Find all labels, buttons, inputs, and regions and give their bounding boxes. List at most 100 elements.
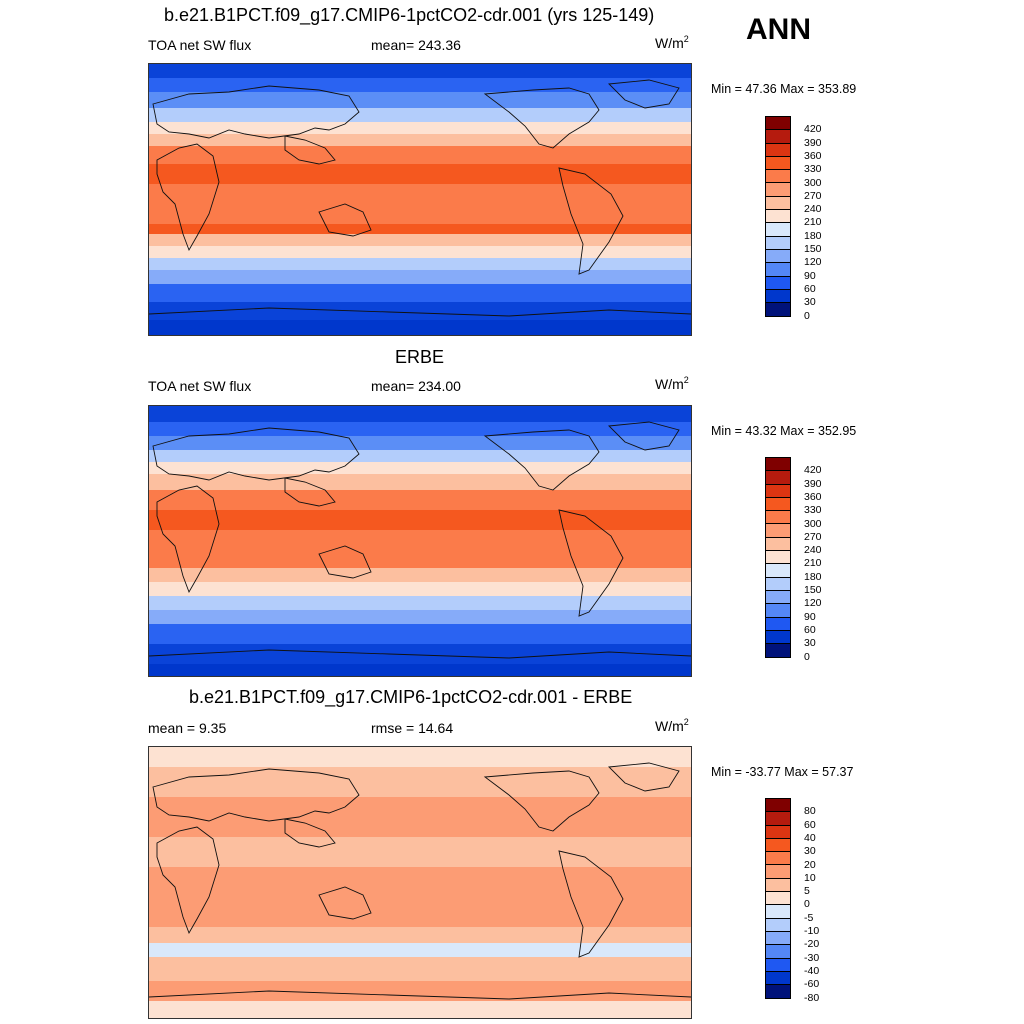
colorbar-swatch [766, 838, 790, 853]
colorbar-tick-label: -80 [804, 991, 820, 1004]
contour-band [149, 644, 691, 664]
coastline [284, 818, 336, 848]
colorbar-swatch [766, 852, 790, 866]
colorbar-swatch [766, 551, 790, 565]
colorbar-tick-label: 0 [804, 898, 810, 911]
contour-band [149, 943, 691, 957]
panel3-units: W/m2 [655, 717, 689, 734]
contour-band [149, 981, 691, 1001]
colorbar-tick-label: 300 [804, 176, 822, 189]
contour-band [149, 747, 691, 767]
contour-band [149, 624, 691, 644]
colorbar-swatch [766, 945, 790, 959]
colorbar-tick-label: 0 [804, 650, 810, 663]
colorbar-swatch [766, 931, 790, 946]
panel1-variable-label: TOA net SW flux [148, 37, 252, 53]
contour-band [149, 474, 691, 490]
colorbar-swatch [766, 590, 790, 605]
panel3-colorbar [765, 798, 791, 1000]
colorbar-tick-label: 390 [804, 136, 822, 149]
contour-band [149, 530, 691, 568]
contour-band [149, 146, 691, 164]
contour-band [149, 406, 691, 422]
colorbar-tick-label: 60 [804, 818, 816, 831]
contour-band [149, 927, 691, 943]
contour-band [149, 134, 691, 146]
coastline [483, 87, 600, 149]
contour-band [149, 122, 691, 134]
colorbar-tick-label: 60 [804, 282, 816, 295]
colorbar-tick-label: 420 [804, 464, 822, 477]
colorbar-tick-label: 30 [804, 637, 816, 650]
coastline [608, 421, 680, 451]
coastline [608, 762, 680, 792]
panel3-min-max: Min = -33.77 Max = 57.37 [711, 765, 854, 779]
contour-band [149, 422, 691, 436]
colorbar-tick-label: 120 [804, 597, 822, 610]
contour-band [149, 568, 691, 582]
colorbar-swatch [766, 985, 790, 999]
coastline [483, 770, 600, 832]
panel2-min-max: Min = 43.32 Max = 352.95 [711, 424, 857, 438]
colorbar-tick-label: 10 [804, 871, 816, 884]
colorbar-tick-label: 60 [804, 623, 816, 636]
contour-band [149, 92, 691, 108]
colorbar-tick-label: 20 [804, 858, 816, 871]
colorbar-tick-label: 40 [804, 831, 816, 844]
colorbar-tick-label: 90 [804, 610, 816, 623]
colorbar-swatch [766, 537, 790, 552]
contour-band [149, 184, 691, 224]
coastline [156, 826, 220, 935]
colorbar-swatch [766, 524, 790, 538]
contour-band [149, 462, 691, 474]
coastline [149, 990, 691, 1000]
coastline [152, 768, 360, 822]
panel2-mean-label: mean= 234.00 [371, 378, 461, 394]
contour-band [149, 108, 691, 122]
colorbar-tick-label: 240 [804, 203, 822, 216]
colorbar-tick-label: 80 [804, 805, 816, 818]
panel3-map-canvas [149, 747, 691, 1018]
colorbar-swatch [766, 825, 790, 839]
colorbar-tick-label: 5 [804, 885, 810, 898]
colorbar-tick-label: -30 [804, 951, 820, 964]
contour-band [149, 64, 691, 78]
contour-band [149, 797, 691, 837]
contour-band [149, 767, 691, 797]
colorbar-tick-label: -10 [804, 925, 820, 937]
season-label: ANN [746, 13, 811, 46]
colorbar-tick-label: 300 [804, 517, 822, 530]
panel3-map [148, 746, 692, 1019]
contour-band [149, 596, 691, 610]
contour-band [149, 610, 691, 624]
contour-band [149, 490, 691, 510]
contour-band [149, 957, 691, 981]
contour-band [149, 270, 691, 284]
contour-band [149, 320, 691, 335]
colorbar-swatch [766, 918, 790, 932]
panel1-map-canvas [149, 64, 691, 335]
panel2-units: W/m2 [655, 375, 689, 392]
colorbar-swatch [766, 130, 790, 144]
colorbar-tick-label: 180 [804, 570, 822, 583]
colorbar-tick-label: 150 [804, 584, 822, 596]
contour-band [149, 867, 691, 927]
colorbar-swatch [766, 223, 790, 237]
panel2-title: ERBE [395, 347, 445, 367]
colorbar-swatch [766, 170, 790, 184]
colorbar-tick-label: 330 [804, 504, 822, 517]
colorbar-swatch [766, 564, 790, 578]
coastline [156, 485, 220, 594]
coastline [152, 427, 360, 481]
colorbar-swatch [766, 892, 790, 906]
colorbar-swatch [766, 971, 790, 986]
colorbar-swatch [766, 263, 790, 277]
coastline [318, 203, 372, 237]
colorbar-tick-label: 120 [804, 256, 822, 269]
colorbar-swatch [766, 117, 790, 131]
contour-band [149, 582, 691, 596]
colorbar-swatch [766, 196, 790, 211]
panel1-title: b.e21.B1PCT.f09_g17.CMIP6-1pctCO2-cdr.00… [164, 5, 655, 25]
contour-band [149, 664, 691, 676]
contour-band [149, 1001, 691, 1018]
